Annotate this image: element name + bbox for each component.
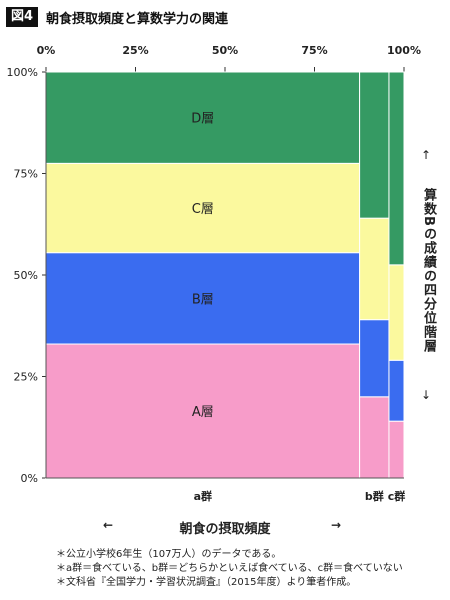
mosaic-cell-c群-B層: [388, 359, 405, 422]
x-tick-label: 25%: [122, 44, 148, 57]
mosaic-cell-c群-C層: [388, 264, 405, 361]
x-axis-title: 朝食の摂取頻度: [179, 522, 271, 537]
footnotes: ＊公立小学校6年生（107万人）のデータである。 ＊a群＝食べている、b群＝どち…: [56, 548, 403, 590]
figure-title: 朝食摂取頻度と算数学力の関連: [46, 11, 229, 27]
x-tick-label: 100%: [387, 44, 421, 57]
segment-label: B層: [192, 292, 214, 307]
group-label: a群: [194, 489, 212, 503]
mosaic-cell-b群-C層: [359, 217, 390, 321]
arrow-left-icon: ←: [103, 518, 114, 532]
mosaic-cell-c群-D層: [388, 71, 405, 266]
y-tick-label: 75%: [14, 168, 38, 181]
arrow-up-icon: ↑: [421, 148, 432, 162]
x-axis-title-row: ← 朝食の摂取頻度 →: [0, 518, 450, 537]
arrow-right-icon: →: [331, 518, 342, 532]
mosaic-cell-a群-C層: [45, 162, 361, 254]
x-tick-label: 0%: [37, 44, 56, 57]
group-label: b群: [365, 489, 384, 503]
mosaic-cell-a群-D層: [45, 71, 361, 164]
figure-number-badge: 図4: [6, 7, 39, 27]
mosaic-cell-b群-A層: [359, 396, 390, 479]
y-tick-label: 0%: [21, 472, 38, 485]
footnote: ＊文科省『全国学力・学習状況調査』（2015年度）より筆者作成。: [56, 577, 357, 588]
segment-label: C層: [192, 202, 214, 217]
mosaic-cell-c群-A層: [388, 420, 405, 479]
footnote: ＊a群＝食べている、b群＝どちらかといえば食べている、c群＝食べていない: [56, 563, 403, 574]
y-axis-title: 算数Bの成績の四分位階層: [421, 188, 436, 353]
y-tick-label: 50%: [14, 269, 38, 282]
mosaic-cell-b群-B層: [359, 319, 390, 398]
segment-label: D層: [191, 112, 214, 127]
mosaic-cell-b群-D層: [359, 71, 390, 219]
arrow-down-icon: ↓: [421, 388, 432, 402]
y-tick-label: 100%: [7, 66, 38, 79]
x-tick-label: 75%: [301, 44, 327, 57]
footnote: ＊公立小学校6年生（107万人）のデータである。: [56, 549, 282, 560]
figure-header: 図4 朝食摂取頻度と算数学力の関連: [6, 6, 228, 28]
y-tick-label: 25%: [14, 371, 38, 384]
segment-label: A層: [192, 405, 214, 420]
group-label: c群: [388, 489, 406, 503]
x-tick-label: 50%: [212, 44, 238, 57]
mosaic-cell-a群-A層: [45, 343, 361, 479]
